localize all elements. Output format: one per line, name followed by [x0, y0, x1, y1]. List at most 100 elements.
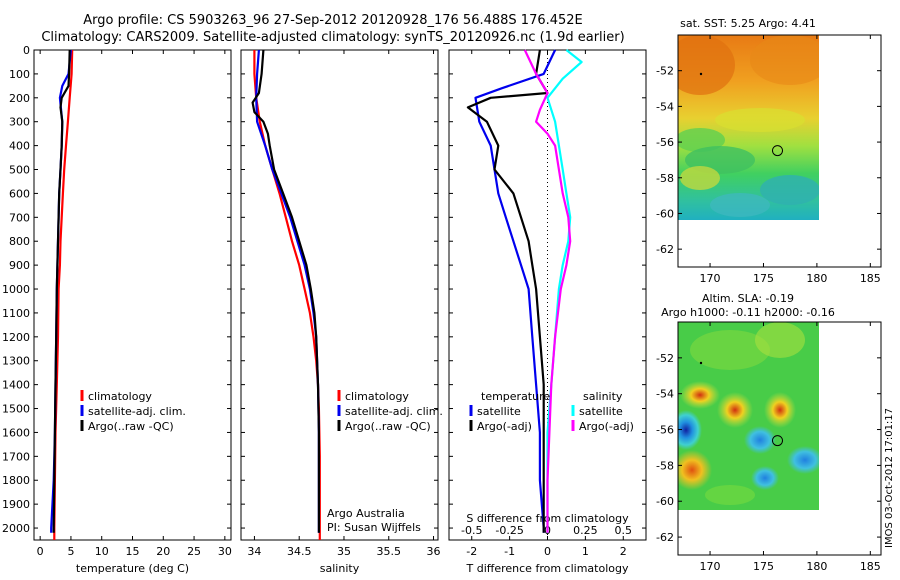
legend-label: Argo(..raw -QC) — [345, 420, 431, 433]
top-x-tick-label: -0.25 — [495, 524, 523, 537]
annotation-text: Argo Australia — [327, 507, 405, 520]
sla-map-title: Altim. SLA: -0.19 — [702, 292, 794, 305]
y-tick-label: 500 — [9, 164, 30, 177]
x-tick-label: 34.5 — [287, 545, 312, 558]
series-line-satellite — [474, 49, 557, 533]
map-x-tick-label: 180 — [806, 560, 827, 573]
sst-map-title: sat. SST: 5.25 Argo: 4.41 — [680, 17, 816, 30]
map-x-tick-label: 180 — [806, 272, 827, 285]
figure-title-line1: Argo profile: CS 5903263_96 27-Sep-2012 … — [83, 13, 583, 28]
legend-label: satellite-adj. clim. — [345, 405, 443, 418]
float-dot — [699, 72, 703, 76]
y-tick-label: 1000 — [2, 283, 30, 296]
y-tick-label: 1600 — [2, 426, 30, 439]
sla-map-panel: Altim. SLA: -0.19 Argo h1000: -0.11 h200… — [656, 292, 882, 573]
map-y-tick-label: -54 — [656, 100, 674, 113]
sla-map-frame — [677, 321, 882, 556]
salinity-panel: 34 34.5 35 35.5 36 salinity climatology satelli… — [240, 49, 443, 575]
map-y-tick-label: -54 — [656, 388, 674, 401]
x-tick-label: 2 — [620, 545, 627, 558]
map-y-tick-label: -52 — [656, 65, 674, 78]
top-x-tick-label: 0.25 — [573, 524, 598, 537]
x-tick-label: 1 — [582, 545, 589, 558]
legend-title: temperature — [481, 390, 550, 403]
x-tick-label: 36 — [427, 545, 441, 558]
map-x-tick-label: 185 — [860, 560, 881, 573]
figure-title-line2: Climatology: CARS2009. Satellite-adjuste… — [41, 30, 624, 45]
series-line-argo---raw--qc- — [251, 49, 320, 533]
map-x-tick-label: 175 — [753, 560, 774, 573]
legend-label: Argo(-adj) — [477, 420, 532, 433]
sla-map-subtitle: Argo h1000: -0.11 h2000: -0.16 — [661, 306, 835, 319]
x-axis-label: T difference from climatology — [466, 562, 629, 575]
sst-heatmap-field — [678, 35, 819, 220]
y-tick-label: 2000 — [2, 522, 30, 535]
series-line-argo--adj- — [523, 49, 572, 533]
map-x-tick-label: 175 — [753, 272, 774, 285]
x-axis-label: salinity — [320, 562, 360, 575]
y-tick-label: 300 — [9, 116, 30, 129]
x-tick-label: 25 — [187, 545, 201, 558]
top-x-tick-label: 0.5 — [615, 524, 633, 537]
y-tick-label: 1700 — [2, 450, 30, 463]
series-line-argo---raw--qc- — [52, 49, 71, 533]
legend-label: satellite — [579, 405, 623, 418]
legend-label: Argo(-adj) — [579, 420, 634, 433]
y-tick-label: 700 — [9, 211, 30, 224]
y-tick-label: 0 — [23, 44, 30, 57]
x-tick-label: -1 — [504, 545, 515, 558]
top-x-tick-label: -0.5 — [461, 524, 482, 537]
legend-label: satellite — [477, 405, 521, 418]
argo-location-marker — [772, 435, 783, 447]
x-tick-label: 0 — [37, 545, 44, 558]
sst-map-frame — [677, 34, 882, 268]
map-y-tick-label: -62 — [656, 531, 674, 544]
x-axis-label: temperature (deg C) — [76, 562, 189, 575]
plot-frame — [240, 49, 439, 541]
x-tick-label: 10 — [95, 545, 109, 558]
sst-map-panel: sat. SST: 5.25 Argo: 4.41 170 175 180 185 -5… — [656, 17, 882, 285]
y-tick-label: 900 — [9, 259, 30, 272]
sidebar-stamp: IMOS 03-Oct-2012 17:01:17 — [884, 408, 895, 548]
y-tick-label: 800 — [9, 235, 30, 248]
legend-label: Argo(..raw -QC) — [88, 420, 174, 433]
legend-label: satellite-adj. clim. — [88, 405, 186, 418]
x-tick-label: -2 — [466, 545, 477, 558]
y-tick-label: 100 — [9, 68, 30, 81]
x-tick-label: 20 — [156, 545, 170, 558]
y-tick-label: 1400 — [2, 379, 30, 392]
x-tick-label: 0 — [544, 545, 551, 558]
temperature-panel: 0100200300400500600700800900100011001200… — [2, 44, 232, 575]
x-tick-label: 34 — [247, 545, 261, 558]
map-y-tick-label: -58 — [656, 172, 674, 185]
map-y-tick-label: -58 — [656, 459, 674, 472]
y-tick-label: 1300 — [2, 355, 30, 368]
sla-heatmap-field — [678, 322, 819, 510]
legend-title: salinity — [583, 390, 623, 403]
map-x-tick-label: 170 — [700, 560, 721, 573]
map-y-tick-label: -56 — [656, 424, 674, 437]
x-tick-label: 35 — [337, 545, 351, 558]
map-y-tick-label: -62 — [656, 243, 674, 256]
argo-location-marker — [772, 145, 783, 157]
y-tick-label: 1800 — [2, 474, 30, 487]
series-line-argo--adj- — [466, 49, 549, 533]
plot-frame — [33, 49, 232, 541]
x-tick-label: 5 — [67, 545, 74, 558]
map-y-tick-label: -56 — [656, 136, 674, 149]
float-dot — [699, 361, 703, 365]
x-tick-label: 30 — [218, 545, 232, 558]
y-tick-label: 600 — [9, 187, 30, 200]
map-y-tick-label: -60 — [656, 495, 674, 508]
annotation-text: PI: Susan Wijffels — [327, 521, 421, 534]
map-x-tick-label: 185 — [860, 272, 881, 285]
y-tick-label: 400 — [9, 140, 30, 153]
map-x-tick-label: 170 — [700, 272, 721, 285]
map-y-tick-label: -60 — [656, 207, 674, 220]
y-tick-label: 1200 — [2, 331, 30, 344]
y-tick-label: 1500 — [2, 403, 30, 416]
x-tick-label: 15 — [126, 545, 140, 558]
x-tick-label: 35.5 — [377, 545, 402, 558]
